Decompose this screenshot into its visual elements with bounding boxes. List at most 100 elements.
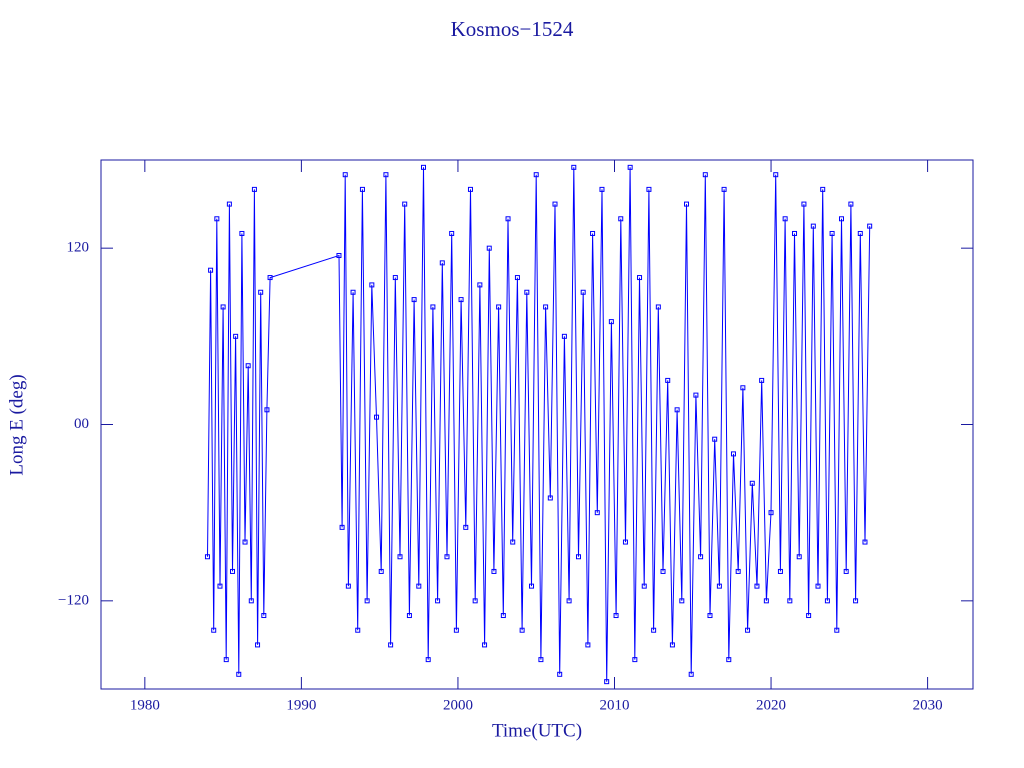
data-marker bbox=[829, 230, 835, 236]
data-marker bbox=[267, 275, 273, 281]
data-marker bbox=[406, 613, 412, 619]
data-marker bbox=[248, 598, 254, 604]
data-marker bbox=[862, 539, 868, 545]
data-marker bbox=[463, 524, 469, 530]
data-marker bbox=[590, 230, 596, 236]
data-marker bbox=[792, 230, 798, 236]
data-marker bbox=[712, 436, 718, 442]
data-marker bbox=[369, 282, 375, 288]
data-marker bbox=[383, 172, 389, 178]
x-axis-label: Time(UTC) bbox=[492, 720, 582, 741]
data-marker bbox=[651, 627, 657, 633]
data-marker bbox=[684, 201, 690, 207]
data-marker bbox=[777, 568, 783, 574]
data-marker bbox=[561, 333, 567, 339]
x-tick-label: 2030 bbox=[913, 697, 943, 713]
data-marker bbox=[342, 172, 348, 178]
data-marker bbox=[716, 583, 722, 589]
chart-title: Kosmos−1524 bbox=[451, 17, 574, 41]
data-marker bbox=[236, 671, 242, 677]
y-tick-label: −120 bbox=[58, 592, 89, 608]
data-marker bbox=[820, 186, 826, 192]
data-marker bbox=[458, 297, 464, 303]
data-marker bbox=[449, 230, 455, 236]
data-marker bbox=[230, 568, 236, 574]
y-axis-label: Long E (deg) bbox=[6, 374, 27, 475]
data-marker bbox=[397, 554, 403, 560]
data-marker bbox=[566, 598, 572, 604]
data-marker bbox=[613, 613, 619, 619]
data-marker bbox=[824, 598, 830, 604]
data-marker bbox=[430, 304, 436, 310]
data-marker bbox=[857, 230, 863, 236]
data-marker bbox=[632, 657, 638, 663]
data-marker bbox=[749, 480, 755, 486]
data-marker bbox=[698, 554, 704, 560]
data-marker bbox=[637, 275, 643, 281]
data-marker bbox=[867, 223, 873, 229]
data-marker bbox=[604, 679, 610, 685]
data-marker bbox=[853, 598, 859, 604]
data-marker bbox=[435, 598, 441, 604]
data-marker bbox=[547, 495, 553, 501]
data-marker bbox=[838, 216, 844, 222]
data-marker bbox=[220, 304, 226, 310]
data-marker bbox=[350, 289, 356, 295]
data-marker bbox=[810, 223, 816, 229]
data-marker bbox=[806, 613, 812, 619]
data-marker bbox=[735, 568, 741, 574]
data-marker bbox=[336, 253, 342, 259]
data-marker bbox=[477, 282, 483, 288]
data-marker bbox=[425, 657, 431, 663]
data-marker bbox=[655, 304, 661, 310]
data-marker bbox=[669, 642, 675, 648]
data-marker bbox=[496, 304, 502, 310]
x-tick-label: 1990 bbox=[286, 697, 316, 713]
data-marker bbox=[618, 216, 624, 222]
data-marker bbox=[258, 289, 264, 295]
data-marker bbox=[674, 407, 680, 413]
data-marker bbox=[801, 201, 807, 207]
x-tick-label: 1980 bbox=[130, 697, 160, 713]
data-marker bbox=[848, 201, 854, 207]
data-marker bbox=[730, 451, 736, 457]
data-marker bbox=[529, 583, 535, 589]
data-marker bbox=[552, 201, 558, 207]
data-marker bbox=[599, 186, 605, 192]
data-marker bbox=[211, 627, 217, 633]
data-marker bbox=[204, 554, 210, 560]
data-marker bbox=[233, 333, 239, 339]
data-marker bbox=[239, 230, 245, 236]
data-marker bbox=[557, 671, 563, 677]
data-marker bbox=[585, 642, 591, 648]
data-marker bbox=[702, 172, 708, 178]
y-tick-label: 00 bbox=[74, 416, 89, 432]
data-marker bbox=[538, 657, 544, 663]
data-marker bbox=[226, 201, 232, 207]
data-marker bbox=[745, 627, 751, 633]
data-marker bbox=[763, 598, 769, 604]
data-marker bbox=[815, 583, 821, 589]
data-marker bbox=[500, 613, 506, 619]
data-marker bbox=[726, 657, 732, 663]
data-marker bbox=[392, 275, 398, 281]
data-marker bbox=[510, 539, 516, 545]
data-marker bbox=[453, 627, 459, 633]
x-tick-label: 2010 bbox=[599, 697, 629, 713]
data-marker bbox=[208, 267, 214, 273]
data-marker bbox=[374, 414, 380, 420]
data-marker bbox=[378, 568, 384, 574]
data-marker bbox=[571, 164, 577, 170]
y-tick-label: 120 bbox=[67, 240, 90, 256]
data-marker bbox=[444, 554, 450, 560]
data-marker bbox=[345, 583, 351, 589]
data-marker bbox=[543, 304, 549, 310]
data-marker bbox=[388, 642, 394, 648]
data-marker bbox=[261, 613, 267, 619]
data-marker bbox=[359, 186, 365, 192]
data-marker bbox=[796, 554, 802, 560]
plot-area bbox=[204, 164, 873, 685]
data-marker bbox=[787, 598, 793, 604]
data-marker bbox=[364, 598, 370, 604]
data-marker bbox=[420, 164, 426, 170]
